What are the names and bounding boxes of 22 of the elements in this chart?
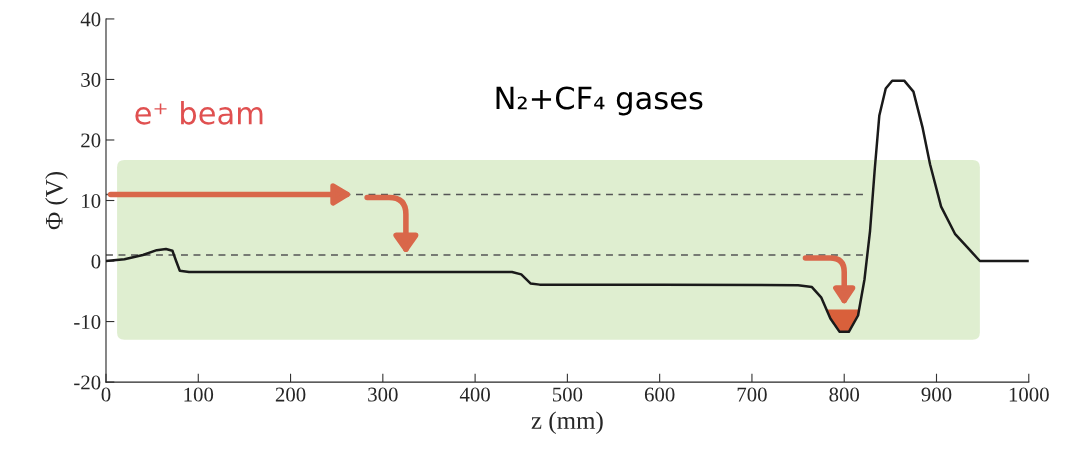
x-axis-title: z (mm) <box>531 411 603 435</box>
y-tick-label: 10 <box>82 193 101 208</box>
x-tick-label: 900 <box>921 387 952 402</box>
y-tick-label: -10 <box>74 314 101 329</box>
x-tick-label: 300 <box>368 387 398 402</box>
x-tick-label: 100 <box>184 387 214 402</box>
x-tick-label: 600 <box>644 387 675 402</box>
x-tick-label: 0 <box>101 387 111 402</box>
y-tick-label: 40 <box>80 12 101 27</box>
y-tick-label: 30 <box>81 72 101 87</box>
y-tick-label: 20 <box>81 133 101 148</box>
x-tick-label: 200 <box>275 387 306 402</box>
y-tick-label: 0 <box>91 254 101 269</box>
y-axis-title: Φ (V) <box>45 171 68 230</box>
x-tick-label: 700 <box>737 387 767 402</box>
x-tick-label: 400 <box>459 387 490 402</box>
x-tick-label: 500 <box>552 387 583 402</box>
annotation: N₂+CF₄ gases <box>496 86 703 116</box>
x-tick-label: 800 <box>829 387 860 402</box>
annotation: e⁺ beam <box>135 100 263 125</box>
y-tick-label: -20 <box>74 375 101 390</box>
x-tick-label: 1000 <box>1009 387 1049 402</box>
